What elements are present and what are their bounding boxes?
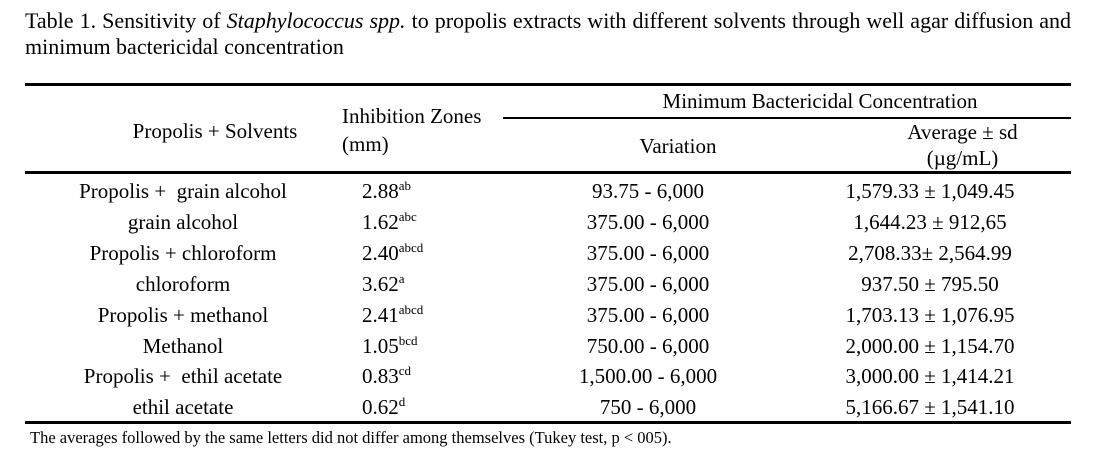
header-cell: Inhibition Zones [342, 104, 482, 128]
zone-value: 1.62 [362, 209, 399, 234]
zone-value: 2.88 [362, 179, 399, 203]
variation-cell: 750.00 - 6,000 [586, 333, 710, 358]
zone-value: 1.05 [362, 333, 399, 358]
header-cell: Propolis + Solvents [132, 119, 298, 143]
header-cell: (µg/mL) [926, 146, 999, 170]
average-cell: 2,000.00 ± 1,154.70 [845, 333, 1015, 358]
treatment-cell: chloroform [135, 271, 231, 296]
average-cell: 5,166.67 ± 1,541.10 [845, 395, 1015, 420]
variation-cell: 375.00 - 6,000 [586, 240, 710, 265]
variation-cell: 375.00 - 6,000 [586, 209, 710, 234]
treatment-cell: Propolis + ethil acetate [83, 364, 283, 389]
variation-cell: 375.00 - 6,000 [586, 271, 710, 296]
zone-letters: abc [398, 208, 417, 224]
treatment-cell: grain alcohol [127, 209, 239, 234]
zone-letters: abcd [398, 239, 424, 255]
zone-value: 0.62 [362, 395, 399, 420]
zone-letters: abcd [398, 301, 424, 317]
top-rule [25, 83, 1071, 86]
header-rule [25, 171, 1071, 174]
zone-letters: cd [398, 363, 412, 379]
table-title: Table 1. Sensitivity of Staphylococcus s… [25, 8, 1071, 60]
average-cell: 2,708.33± 2,564.99 [848, 240, 1012, 265]
variation-cell: 750 - 6,000 [599, 395, 697, 420]
zone-cell: 0.62d [362, 395, 405, 419]
average-cell: 1,644.23 ± 912,65 [853, 209, 1007, 234]
zone-value: 2.40 [362, 240, 399, 265]
variation-cell: 93.75 - 6,000 [592, 179, 704, 203]
title-label: Table 1. [25, 8, 97, 33]
header-cell: (mm) [342, 132, 389, 156]
zone-cell: 1.62abc [362, 210, 417, 234]
zone-cell: 3.62a [362, 272, 405, 296]
average-cell: 937.50 ± 795.50 [861, 271, 999, 296]
average-cell: 1,579.33 ± 1,049.45 [845, 179, 1015, 203]
zone-value: 2.41 [362, 302, 399, 327]
zone-letters: d [398, 394, 406, 410]
treatment-cell: Propolis + methanol [97, 302, 269, 327]
treatment-cell: ethil acetate [132, 395, 234, 420]
title-text: to propolis extracts with different solv… [25, 8, 1072, 59]
zone-letters: ab [398, 178, 412, 193]
footnote: The averages followed by the same letter… [30, 428, 672, 447]
treatment-cell: Propolis + grain alcohol [79, 179, 287, 203]
average-cell: 3,000.00 ± 1,414.21 [845, 364, 1015, 389]
title-text: Sensitivity of [102, 8, 221, 33]
zone-letters: bcd [398, 332, 418, 348]
treatment-cell: Propolis + chloroform [89, 240, 277, 265]
average-cell: 1,703.13 ± 1,076.95 [845, 302, 1015, 327]
zone-cell: 2.41abcd [362, 303, 423, 327]
zone-cell: 1.05bcd [362, 334, 418, 358]
zone-cell: 2.40abcd [362, 241, 423, 265]
group-rule [503, 117, 1071, 119]
zone-value: 3.62 [362, 271, 399, 296]
header-cell: Minimum Bactericidal Concentration [662, 89, 978, 113]
zone-letters: a [398, 270, 405, 286]
variation-cell: 1,500.00 - 6,000 [578, 364, 718, 389]
variation-cell: 375.00 - 6,000 [586, 302, 710, 327]
title-species: Staphylococcus spp. [226, 8, 406, 33]
bottom-rule [25, 421, 1071, 424]
zone-value: 0.83 [362, 364, 399, 389]
header-cell: Variation [639, 134, 717, 158]
header-cell: Average ± sd [907, 120, 1018, 144]
zone-cell: 2.88ab [362, 179, 411, 203]
treatment-cell: Methanol [142, 333, 224, 358]
zone-cell: 0.83cd [362, 364, 411, 388]
